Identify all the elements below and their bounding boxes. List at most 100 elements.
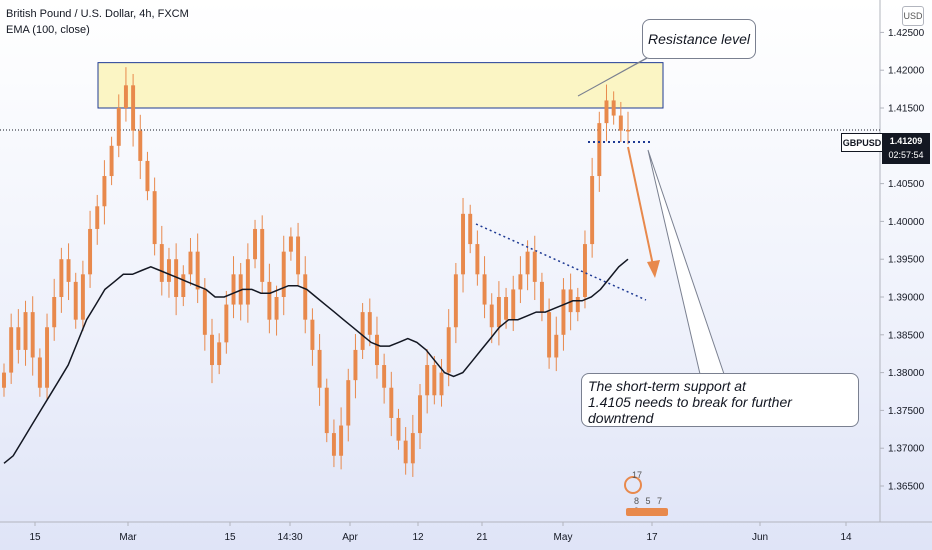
candle-body bbox=[575, 297, 580, 313]
candle-body bbox=[52, 297, 57, 328]
candle-body bbox=[138, 130, 143, 161]
candle-body bbox=[403, 440, 408, 464]
candle-body bbox=[224, 304, 229, 343]
candle-body bbox=[410, 433, 415, 464]
candle-body bbox=[210, 334, 214, 366]
candle-body bbox=[432, 365, 437, 396]
x-tick-label: 21 bbox=[476, 532, 488, 543]
support-callout-line2: 1.4105 needs to break for further downtr… bbox=[588, 394, 792, 426]
projection-arrowhead bbox=[647, 260, 660, 278]
candle-body bbox=[539, 281, 544, 313]
last-price-label: 1.41209 02:57:54 bbox=[882, 133, 930, 164]
candle-body bbox=[303, 274, 308, 320]
event-marker-bar bbox=[626, 508, 668, 516]
candle-body bbox=[102, 176, 107, 207]
candle-body bbox=[181, 274, 186, 297]
candle-body bbox=[253, 228, 258, 260]
candle-body bbox=[554, 334, 559, 358]
symbol-price-tag: GBPUSD bbox=[841, 133, 883, 152]
candle-body bbox=[496, 297, 501, 328]
candle-body bbox=[518, 274, 523, 290]
chart-legend: British Pound / U.S. Dollar, 4h, FXCM EM… bbox=[6, 6, 189, 38]
candle-body bbox=[9, 327, 14, 373]
candle-body bbox=[396, 417, 401, 441]
candle-body bbox=[626, 129, 630, 132]
y-tick-label: 1.41500 bbox=[888, 104, 925, 115]
y-tick-label: 1.37500 bbox=[888, 406, 925, 417]
candle-body bbox=[66, 259, 71, 282]
x-tick-label: Mar bbox=[119, 532, 137, 543]
candle-body bbox=[95, 206, 100, 229]
x-tick-label: 17 bbox=[646, 532, 658, 543]
candle-body bbox=[346, 380, 351, 426]
candle-body bbox=[188, 251, 193, 275]
candle-body bbox=[245, 259, 250, 305]
candle-body bbox=[618, 115, 623, 131]
y-tick-label: 1.39500 bbox=[888, 255, 925, 266]
candle-body bbox=[159, 244, 164, 282]
candle-body bbox=[374, 334, 379, 366]
candle-body bbox=[367, 312, 372, 335]
candle-body bbox=[561, 289, 566, 335]
candle-body bbox=[446, 327, 451, 373]
candle-body bbox=[288, 236, 293, 252]
candle-countdown: 02:57:54 bbox=[888, 150, 924, 160]
y-tick-label: 1.38500 bbox=[888, 330, 925, 341]
candle-body bbox=[131, 85, 136, 131]
candle-body bbox=[439, 372, 444, 396]
x-tick-label: 15 bbox=[224, 532, 236, 543]
y-tick-label: 1.36500 bbox=[888, 482, 925, 493]
candle-body bbox=[116, 108, 121, 146]
y-tick-label: 1.39000 bbox=[888, 293, 925, 304]
projection-arrow bbox=[627, 146, 655, 271]
candle-body bbox=[453, 274, 458, 328]
resistance-callout[interactable]: Resistance level bbox=[642, 19, 756, 59]
y-tick-label: 1.42000 bbox=[888, 66, 925, 77]
candle-body bbox=[461, 213, 466, 275]
candle-body bbox=[59, 259, 64, 297]
x-tick-label: 14 bbox=[840, 532, 852, 543]
candle-body bbox=[260, 228, 265, 282]
candle-body bbox=[274, 297, 279, 320]
event-marker-icon[interactable]: 17 8 5 7 9 bbox=[624, 470, 670, 516]
candle-body bbox=[73, 281, 78, 320]
x-tick-label: May bbox=[554, 532, 573, 543]
candle-body bbox=[418, 395, 422, 434]
candle-body bbox=[195, 251, 200, 290]
candle-body bbox=[590, 176, 595, 245]
candle-body bbox=[582, 244, 587, 297]
candle-body bbox=[37, 357, 42, 388]
candle-body bbox=[281, 251, 286, 297]
indicator-label: EMA (100, close) bbox=[6, 24, 90, 36]
candle-body bbox=[604, 100, 609, 124]
candle-body bbox=[475, 244, 480, 275]
candle-body bbox=[2, 372, 6, 388]
support-callout-pointer bbox=[647, 149, 725, 375]
candle-body bbox=[174, 259, 179, 297]
currency-badge[interactable]: USD bbox=[902, 6, 924, 26]
candle-body bbox=[511, 289, 516, 320]
resistance-zone bbox=[97, 62, 664, 109]
candle-body bbox=[231, 274, 236, 305]
candle-body bbox=[123, 85, 128, 108]
candle-body bbox=[482, 274, 487, 305]
candle-body bbox=[16, 327, 21, 350]
last-price-value: 1.41209 bbox=[889, 136, 923, 146]
support-callout[interactable]: The short-term support at 1.4105 needs t… bbox=[581, 373, 859, 427]
y-tick-label: 1.40500 bbox=[888, 179, 925, 190]
x-tick-label: Apr bbox=[342, 532, 358, 543]
trendline bbox=[475, 223, 647, 301]
symbol-title: British Pound / U.S. Dollar, 4h, FXCM bbox=[6, 8, 189, 20]
candle-body bbox=[389, 387, 394, 418]
candle-body bbox=[360, 312, 365, 350]
candle-body bbox=[23, 312, 28, 350]
ema-line bbox=[3, 258, 629, 464]
ring-icon bbox=[624, 476, 642, 494]
candle-body bbox=[145, 160, 150, 192]
x-tick-label: Jun bbox=[752, 532, 768, 543]
candle-body bbox=[324, 387, 329, 434]
candle-body bbox=[202, 289, 207, 335]
candle-body bbox=[611, 100, 616, 116]
candle-body bbox=[88, 228, 93, 275]
